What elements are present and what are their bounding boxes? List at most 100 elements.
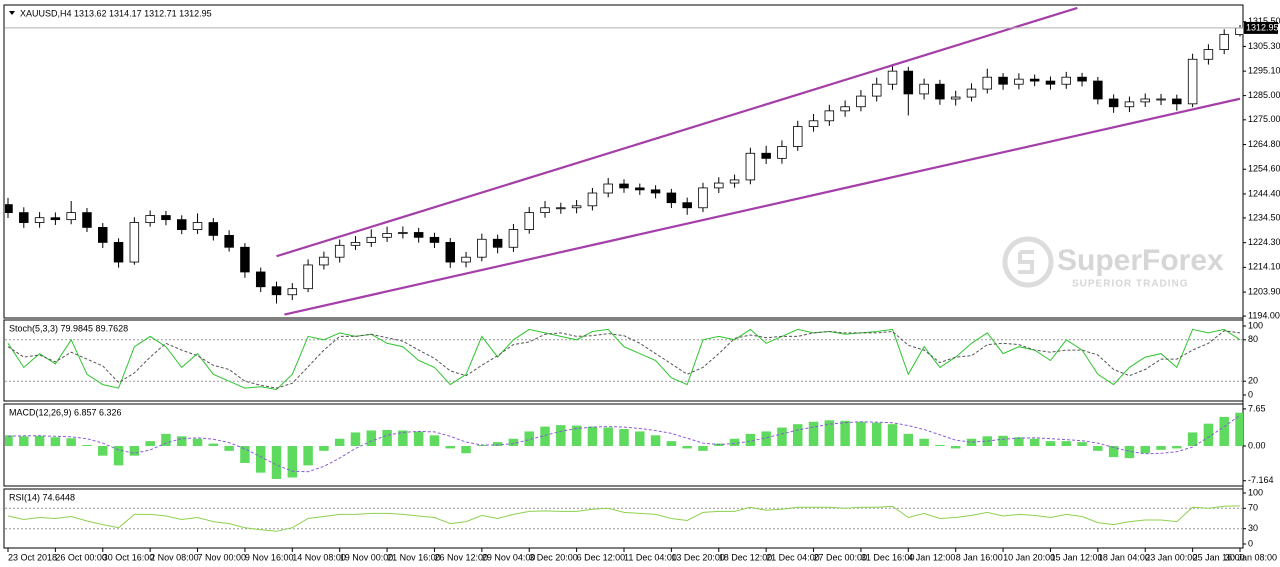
candle-body	[1108, 98, 1119, 108]
x-tick-label: 21 Dec 04:00	[766, 552, 820, 562]
candle-body	[1203, 49, 1214, 60]
y-tick-label: 1305.30	[1248, 41, 1280, 51]
series-line	[7, 330, 1241, 389]
histogram-bar	[919, 438, 929, 446]
panel: RSI(14) 74.6448 0 30 70 100	[5, 487, 1263, 548]
x-tick-label: 11 Dec 04:00	[624, 552, 677, 562]
histogram-bar	[129, 445, 140, 456]
x-tick-label: 27 Dec 00:00	[814, 552, 868, 562]
histogram-bar	[603, 427, 613, 446]
candle-body	[1156, 98, 1166, 101]
watermark-tagline: SUPERIOR TRADING	[1072, 279, 1189, 290]
histogram-bar	[271, 445, 282, 479]
panel-title: RSI(14) 74.6448	[9, 492, 75, 502]
candle-body	[224, 234, 234, 248]
x-tick-label: 15 Jan 12:00	[1050, 552, 1102, 562]
histogram-bar	[113, 445, 124, 466]
candle-body	[113, 242, 124, 263]
histogram-bar	[619, 429, 629, 446]
candle-body	[176, 219, 187, 230]
y-tick-label: 1203.90	[1248, 286, 1280, 296]
x-tick-label: 30 Jan 08:00	[1225, 552, 1277, 562]
candle-body	[793, 126, 803, 147]
histogram-bar	[1045, 441, 1056, 446]
candle-body	[682, 202, 692, 209]
histogram-bar	[413, 431, 424, 446]
candle-body	[129, 222, 140, 263]
candle-body	[935, 83, 945, 100]
x-tick-label: 30 Oct 16:00	[103, 552, 155, 562]
x-tick-label: 26 Nov 12:00	[434, 552, 488, 562]
candle-body	[808, 120, 819, 128]
histogram-bar	[856, 421, 866, 446]
histogram-bar	[1140, 445, 1150, 454]
candle-body	[729, 179, 740, 184]
histogram-bar	[366, 430, 377, 446]
candle-body	[556, 207, 566, 210]
candle-body	[66, 212, 76, 221]
histogram-bar	[571, 425, 582, 446]
histogram-bar	[650, 435, 661, 446]
y-tick-label: 70	[1248, 503, 1258, 513]
histogram-bar	[208, 443, 219, 446]
candle-body	[871, 83, 882, 97]
plot-area	[7, 505, 1241, 532]
candle-body	[745, 152, 756, 181]
histogram-bar	[824, 420, 835, 446]
symbol-menu-icon	[9, 11, 15, 15]
histogram-bar	[192, 438, 203, 446]
candle-body	[287, 288, 298, 296]
candle-body	[1140, 98, 1150, 103]
x-tick-label: 2 Nov 08:00	[150, 552, 199, 562]
candle-body	[382, 233, 392, 238]
candle-body	[540, 207, 550, 214]
candle-body	[950, 96, 961, 100]
trend-line	[284, 97, 1241, 316]
histogram-bar	[887, 424, 898, 446]
x-tick-label: 10 Jan 20:00	[1003, 552, 1055, 562]
histogram-bar	[966, 438, 977, 446]
x-tick-label: 31 Dec 16:00	[861, 552, 915, 562]
x-tick-label: 18 Jan 04:00	[1098, 552, 1150, 562]
candle-body	[508, 229, 519, 248]
histogram-bar	[587, 426, 598, 446]
histogram-bar	[1156, 445, 1166, 450]
histogram-bar	[1108, 445, 1119, 458]
candle-body	[98, 226, 108, 243]
y-tick-label: 30	[1248, 523, 1258, 533]
histogram-bar	[82, 445, 92, 446]
candle-body	[1093, 80, 1103, 100]
candle-body	[650, 189, 661, 194]
x-tick-label: 7 Nov 00:00	[198, 552, 247, 562]
histogram-bar	[255, 445, 266, 473]
histogram-bar	[1172, 445, 1182, 449]
watermark-brand: SuperForex	[1057, 244, 1224, 277]
panel-title: Stoch(5,3,3) 79.9845 89.7628	[9, 323, 128, 333]
histogram-bar	[161, 433, 171, 446]
histogram-bar	[1235, 412, 1243, 446]
y-tick-label: 0	[1248, 538, 1253, 548]
plot-area	[5, 412, 1243, 479]
candle-body	[161, 215, 171, 221]
candle-body	[824, 110, 835, 122]
candle-body	[840, 106, 850, 112]
candle-body	[445, 242, 455, 263]
histogram-bar	[1187, 432, 1198, 446]
histogram-bar	[1219, 416, 1229, 446]
histogram-bar	[871, 422, 882, 446]
x-tick-label: 3 Dec 20:00	[529, 552, 578, 562]
y-tick-label: 1234.50	[1248, 212, 1280, 222]
y-tick-label: 1264.80	[1248, 139, 1280, 149]
histogram-bar	[761, 431, 771, 446]
candle-body	[1187, 58, 1198, 105]
candle-body	[919, 83, 929, 95]
candle-body	[698, 187, 708, 209]
candle-body	[429, 236, 440, 243]
x-tick-label: 21 Nov 16:00	[387, 552, 441, 562]
panel-title: XAUUSD,H4 1313.62 1314.17 1312.71 1312.9…	[20, 8, 212, 18]
x-tick-label: 9 Nov 16:00	[245, 552, 294, 562]
candle-body	[319, 256, 329, 266]
candle-body	[714, 182, 724, 189]
histogram-bar	[1077, 442, 1087, 446]
